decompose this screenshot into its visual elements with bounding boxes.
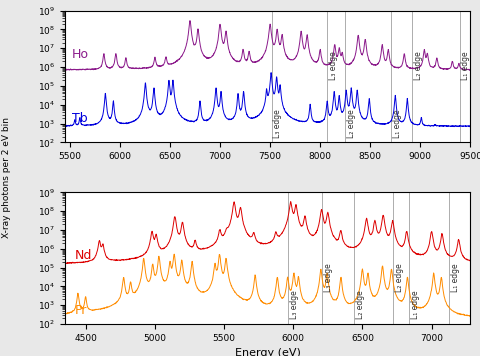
Text: Ho: Ho [72, 48, 89, 61]
Text: L₃ edge: L₃ edge [324, 263, 333, 292]
Text: L₂ edge: L₂ edge [395, 263, 404, 292]
Text: L₃ edge: L₃ edge [290, 290, 300, 319]
Text: X-ray photons per 2 eV bin: X-ray photons per 2 eV bin [2, 117, 12, 239]
X-axis label: Energy (eV): Energy (eV) [235, 348, 300, 356]
Text: Nd: Nd [74, 248, 92, 262]
Text: L₃ edge: L₃ edge [329, 52, 338, 80]
Text: L₁ edge: L₁ edge [461, 52, 470, 80]
Text: L₂ edge: L₂ edge [414, 52, 422, 80]
Text: L₂ edge: L₂ edge [356, 290, 365, 319]
Text: L₂ edge: L₂ edge [347, 109, 356, 137]
Text: L₁ edge: L₁ edge [411, 290, 420, 319]
Text: Pr: Pr [74, 304, 87, 317]
Text: L₃ edge: L₃ edge [273, 109, 282, 137]
Text: Tb: Tb [72, 112, 87, 125]
Text: L₁ edge: L₁ edge [393, 109, 402, 137]
Text: L₁ edge: L₁ edge [451, 263, 460, 292]
